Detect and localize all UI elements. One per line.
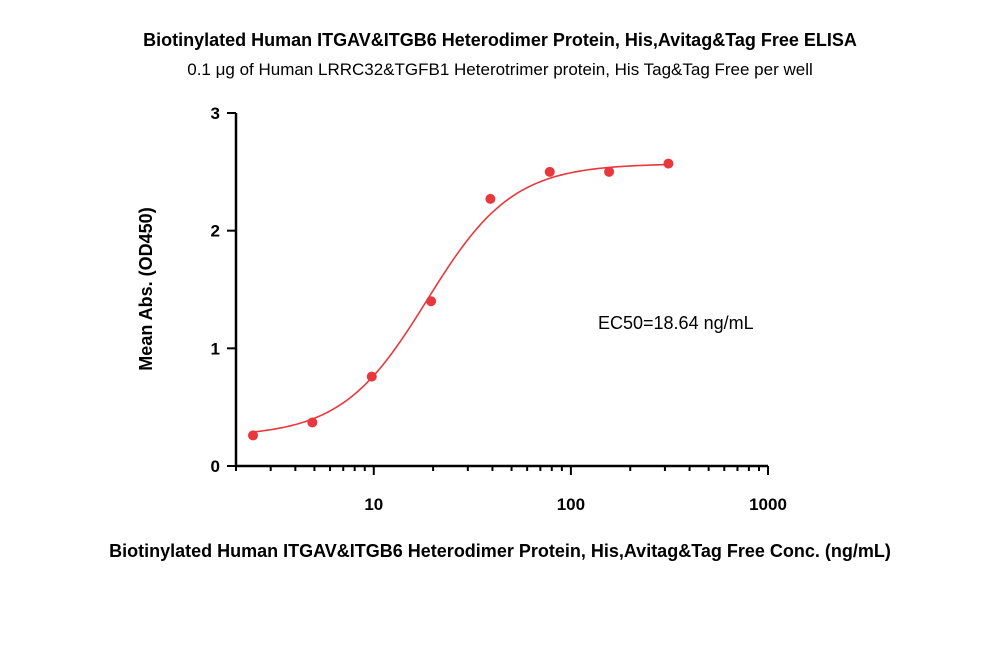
y-axis-title: Mean Abs. (OD450) [136,207,156,370]
data-point [604,166,615,177]
y-tick-label: 3 [211,104,220,123]
x-axis-title: Biotinylated Human ITGAV&ITGB6 Heterodim… [109,541,891,561]
data-point [485,193,496,204]
x-tick-label: 100 [557,495,585,514]
chart-subtitle: 0.1 μg of Human LRRC32&TGFB1 Heterotrime… [187,60,813,79]
data-point [426,296,437,307]
x-tick-label: 1000 [749,495,787,514]
y-tick-label: 2 [211,222,220,241]
data-point [663,158,674,169]
data-point [307,417,318,428]
axes [234,113,768,468]
data-point [544,166,555,177]
y-tick-label: 0 [211,457,220,476]
y-ticks: 0 1 2 3 [211,104,236,476]
data-points [248,158,674,441]
ec50-annotation: EC50=18.64 ng/mL [598,313,754,333]
x-tick-label: 10 [364,495,383,514]
data-point [248,430,259,441]
x-ticks: 10 100 1000 [235,466,787,514]
data-point [366,371,377,382]
y-tick-label: 1 [211,339,220,358]
fit-curve [252,163,669,433]
chart-title: Biotinylated Human ITGAV&ITGB6 Heterodim… [143,30,857,50]
